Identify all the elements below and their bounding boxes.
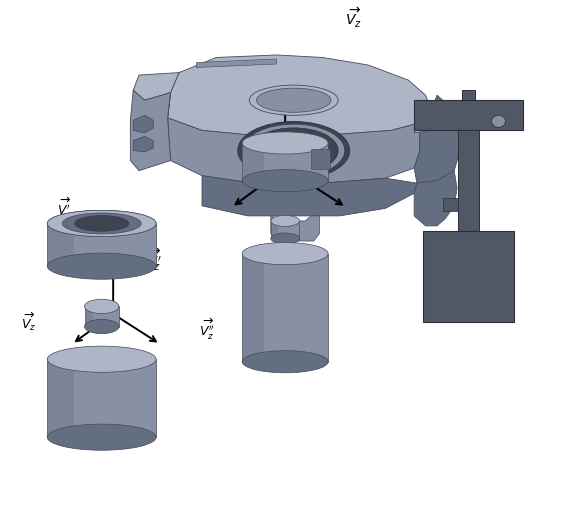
Polygon shape xyxy=(47,359,156,437)
Polygon shape xyxy=(133,136,153,152)
Polygon shape xyxy=(85,306,93,326)
Ellipse shape xyxy=(47,424,156,450)
Polygon shape xyxy=(242,143,264,181)
Polygon shape xyxy=(462,90,475,100)
Polygon shape xyxy=(242,253,328,362)
Polygon shape xyxy=(47,224,74,266)
Ellipse shape xyxy=(242,351,328,373)
Ellipse shape xyxy=(85,299,119,314)
Polygon shape xyxy=(414,111,437,133)
Polygon shape xyxy=(458,131,479,231)
Polygon shape xyxy=(271,216,320,241)
Polygon shape xyxy=(133,115,153,133)
Text: $\overrightarrow{V^{\prime\prime}_z}$: $\overrightarrow{V^{\prime\prime}_z}$ xyxy=(199,317,215,342)
Polygon shape xyxy=(133,72,179,100)
Ellipse shape xyxy=(74,215,129,231)
Ellipse shape xyxy=(85,319,119,334)
Polygon shape xyxy=(414,171,457,226)
Polygon shape xyxy=(202,176,417,216)
Polygon shape xyxy=(271,221,300,238)
Polygon shape xyxy=(85,306,119,326)
Polygon shape xyxy=(242,253,264,362)
Ellipse shape xyxy=(242,124,345,177)
Ellipse shape xyxy=(242,132,328,154)
Ellipse shape xyxy=(47,210,156,236)
Ellipse shape xyxy=(271,233,300,244)
Ellipse shape xyxy=(256,88,331,112)
Ellipse shape xyxy=(47,210,156,236)
Ellipse shape xyxy=(271,215,300,227)
Ellipse shape xyxy=(249,128,338,173)
Polygon shape xyxy=(423,231,514,321)
Text: $\overrightarrow{V_z}$: $\overrightarrow{V_z}$ xyxy=(346,6,362,30)
Polygon shape xyxy=(130,90,170,171)
Text: $\overrightarrow{V^{\prime}_z}$: $\overrightarrow{V^{\prime}_z}$ xyxy=(497,246,514,273)
Text: $\overrightarrow{V_z}$: $\overrightarrow{V_z}$ xyxy=(21,310,37,333)
Ellipse shape xyxy=(47,253,156,279)
Polygon shape xyxy=(414,100,523,131)
Polygon shape xyxy=(414,95,460,183)
Ellipse shape xyxy=(249,85,338,115)
Ellipse shape xyxy=(242,170,328,192)
Polygon shape xyxy=(47,224,156,266)
Text: $\overrightarrow{V^{\prime\prime}_z}$: $\overrightarrow{V^{\prime\prime}_z}$ xyxy=(145,246,162,273)
Polygon shape xyxy=(443,198,458,211)
Polygon shape xyxy=(271,221,278,238)
Polygon shape xyxy=(47,359,74,437)
Polygon shape xyxy=(168,55,431,135)
Polygon shape xyxy=(242,143,328,181)
Polygon shape xyxy=(311,149,330,170)
Polygon shape xyxy=(196,59,276,67)
Circle shape xyxy=(492,115,505,127)
Ellipse shape xyxy=(62,213,141,234)
Polygon shape xyxy=(168,93,420,183)
Text: $\overrightarrow{V^{\prime}_z}$: $\overrightarrow{V^{\prime}_z}$ xyxy=(57,196,72,221)
Ellipse shape xyxy=(238,122,350,179)
Ellipse shape xyxy=(242,243,328,265)
Ellipse shape xyxy=(47,346,156,372)
